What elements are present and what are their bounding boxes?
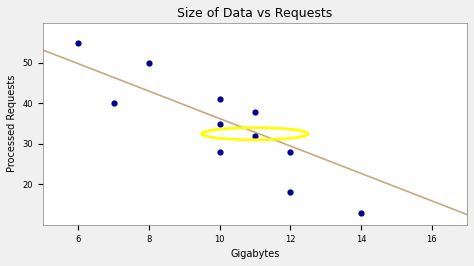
Title: Size of Data vs Requests: Size of Data vs Requests	[177, 7, 333, 20]
Point	[251, 109, 259, 114]
Point	[286, 190, 294, 194]
Point	[145, 61, 153, 65]
Point	[216, 122, 223, 126]
Point	[110, 101, 118, 106]
X-axis label: Gigabytes: Gigabytes	[230, 249, 280, 259]
Point	[251, 134, 259, 138]
Point	[357, 210, 365, 215]
Point	[286, 150, 294, 154]
Point	[216, 97, 223, 102]
Point	[216, 150, 223, 154]
Y-axis label: Processed Requests: Processed Requests	[7, 75, 17, 172]
Point	[74, 41, 82, 45]
